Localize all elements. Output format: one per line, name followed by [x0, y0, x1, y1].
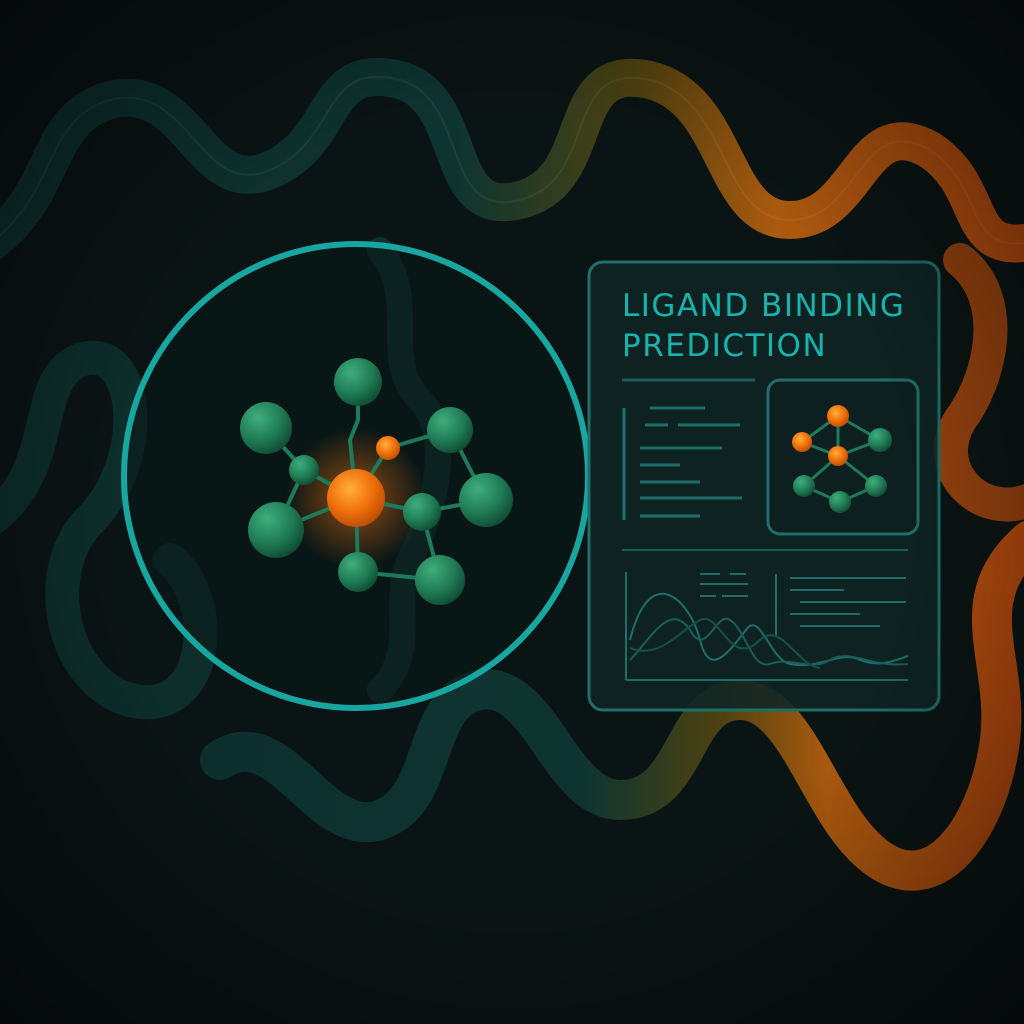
- panel-title: LIGAND BINDING PREDICTION: [622, 288, 906, 364]
